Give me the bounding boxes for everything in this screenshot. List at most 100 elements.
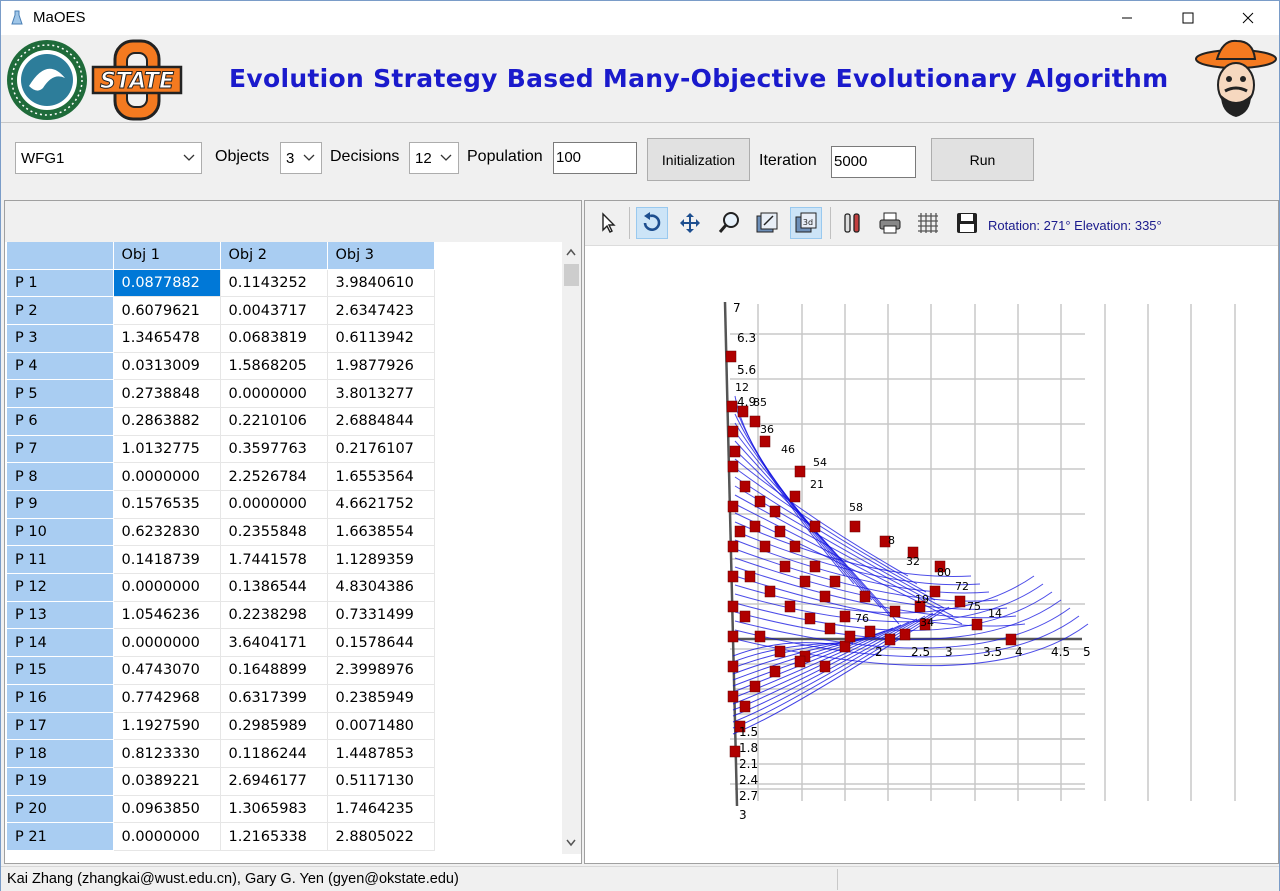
table-cell[interactable]: 1.5868205 [220, 352, 328, 381]
table-row[interactable]: P 21 0.0000000 1.2165338 2.8805022 [7, 822, 435, 851]
table-cell[interactable]: 0.7331499 [327, 601, 435, 630]
problem-select[interactable]: WFG1 [15, 142, 202, 174]
table-row[interactable]: P 19 0.0389221 2.6946177 0.5117130 [7, 767, 435, 796]
row-header[interactable]: P 17 [7, 712, 114, 741]
population-input[interactable]: 100 [553, 142, 637, 174]
table-row[interactable]: P 12 0.0000000 0.1386544 4.8304386 [7, 573, 435, 602]
initialization-button[interactable]: Initialization [647, 138, 750, 181]
table-cell[interactable]: 1.0546236 [113, 601, 221, 630]
table-row[interactable]: P 4 0.0313009 1.5868205 1.9877926 [7, 352, 435, 381]
table-cell[interactable]: 0.0071480 [327, 712, 435, 741]
row-header[interactable]: P 2 [7, 296, 114, 325]
row-header[interactable]: P 5 [7, 379, 114, 408]
select-tool-button[interactable] [592, 207, 624, 239]
table-cell[interactable]: 0.0000000 [113, 462, 221, 491]
table-row[interactable]: P 3 1.3465478 0.0683819 0.6113942 [7, 324, 435, 353]
table-cell[interactable]: 0.1418739 [113, 545, 221, 575]
table-cell[interactable]: 0.2985989 [220, 712, 328, 741]
row-header[interactable]: P 11 [7, 545, 114, 575]
table-cell[interactable]: 0.3597763 [220, 435, 328, 464]
table-cell[interactable]: 0.1143252 [220, 269, 328, 298]
table-cell[interactable]: 0.6113942 [327, 324, 435, 353]
grid-scrollbar[interactable] [562, 242, 581, 854]
row-header[interactable]: P 12 [7, 573, 114, 602]
table-cell[interactable]: 0.1648899 [220, 656, 328, 685]
row-header[interactable]: P 16 [7, 684, 114, 713]
table-cell[interactable]: 3.6404171 [220, 628, 328, 658]
table-cell[interactable]: 0.5117130 [327, 767, 435, 796]
row-header[interactable]: P 18 [7, 739, 114, 768]
title-bar[interactable]: MaOES [1, 1, 1279, 35]
table-cell[interactable]: 3.9840610 [327, 269, 435, 298]
table-cell[interactable]: 1.1289359 [327, 545, 435, 575]
row-header[interactable]: P 3 [7, 324, 114, 353]
table-row[interactable]: P 7 1.0132775 0.3597763 0.2176107 [7, 435, 435, 464]
table-cell[interactable]: 0.2738848 [113, 379, 221, 408]
run-button[interactable]: Run [931, 138, 1034, 181]
table-cell[interactable]: 1.6553564 [327, 462, 435, 491]
table-cell[interactable]: 1.3465478 [113, 324, 221, 353]
table-cell[interactable]: 2.6946177 [220, 767, 328, 796]
column-header[interactable]: Obj 2 [220, 242, 328, 270]
table-cell[interactable]: 0.2238298 [220, 601, 328, 630]
table-row[interactable]: P 16 0.7742968 0.6317399 0.2385949 [7, 684, 435, 713]
objectives-table[interactable]: Obj 1 Obj 2 Obj 3 P 1 0.0877882 0.1143252 3… [7, 242, 562, 854]
table-cell[interactable]: 0.4743070 [113, 656, 221, 685]
row-header[interactable]: P 21 [7, 822, 114, 851]
scroll-thumb[interactable] [564, 264, 579, 286]
table-cell[interactable]: 0.0000000 [113, 573, 221, 602]
table-cell[interactable]: 1.2165338 [220, 822, 328, 851]
table-cell[interactable]: 1.7441578 [220, 545, 328, 575]
table-cell[interactable]: 3.8013277 [327, 379, 435, 408]
table-cell[interactable]: 0.1386544 [220, 573, 328, 602]
scroll-up-icon[interactable] [566, 248, 576, 256]
row-header[interactable]: P 4 [7, 352, 114, 381]
table-cell[interactable]: 0.0000000 [113, 822, 221, 851]
table-cell[interactable]: 1.9877926 [327, 352, 435, 381]
view-2d-button[interactable] [751, 207, 783, 239]
table-cell[interactable]: 2.6884844 [327, 407, 435, 436]
row-header[interactable]: P 9 [7, 490, 114, 519]
table-cell[interactable]: 0.0000000 [113, 628, 221, 658]
row-header[interactable]: P 10 [7, 518, 114, 547]
objects-select[interactable]: 3 [280, 142, 322, 174]
rotate-tool-button[interactable] [636, 207, 668, 239]
decisions-select[interactable]: 12 [409, 142, 459, 174]
row-header[interactable]: P 19 [7, 767, 114, 796]
row-header[interactable]: P 7 [7, 435, 114, 464]
table-cell[interactable]: 0.7742968 [113, 684, 221, 713]
table-row[interactable]: P 1 0.0877882 0.1143252 3.9840610 [7, 269, 435, 298]
table-cell[interactable]: 0.2385949 [327, 684, 435, 713]
table-row[interactable]: P 2 0.6079621 0.0043717 2.6347423 [7, 296, 435, 325]
save-button[interactable] [951, 207, 983, 239]
row-header[interactable]: P 14 [7, 628, 114, 658]
table-row[interactable]: P 10 0.6232830 0.2355848 1.6638554 [7, 518, 435, 547]
table-cell[interactable]: 0.0389221 [113, 767, 221, 796]
table-cell[interactable]: 0.1576535 [113, 490, 221, 519]
table-row[interactable]: P 18 0.8123330 0.1186244 1.4487853 [7, 739, 435, 768]
table-cell[interactable]: 0.0963850 [113, 795, 221, 824]
table-row[interactable]: P 20 0.0963850 1.3065983 1.7464235 [7, 795, 435, 824]
table-cell[interactable]: 1.6638554 [327, 518, 435, 547]
pan-tool-button[interactable] [674, 207, 706, 239]
table-row[interactable]: P 14 0.0000000 3.6404171 0.1578644 [7, 628, 435, 658]
table-cell[interactable]: 1.0132775 [113, 435, 221, 464]
row-header[interactable]: P 15 [7, 656, 114, 685]
grid-toggle-button[interactable] [912, 207, 944, 239]
table-cell[interactable]: 2.2526784 [220, 462, 328, 491]
table-row[interactable]: P 17 1.1927590 0.2985989 0.0071480 [7, 712, 435, 741]
table-cell[interactable]: 2.3998976 [327, 656, 435, 685]
table-cell[interactable]: 4.8304386 [327, 573, 435, 602]
table-cell[interactable]: 0.1578644 [327, 628, 435, 658]
close-button[interactable] [1225, 1, 1271, 35]
table-cell[interactable]: 0.0877882 [113, 269, 221, 298]
table-row[interactable]: P 6 0.2863882 0.2210106 2.6884844 [7, 407, 435, 436]
table-row[interactable]: P 11 0.1418739 1.7441578 1.1289359 [7, 545, 435, 575]
maximize-button[interactable] [1165, 1, 1211, 35]
minimize-button[interactable] [1104, 1, 1150, 35]
row-header[interactable]: P 1 [7, 269, 114, 298]
row-header[interactable]: P 20 [7, 795, 114, 824]
row-header[interactable]: P 13 [7, 601, 114, 630]
table-cell[interactable]: 4.6621752 [327, 490, 435, 519]
table-cell[interactable]: 2.8805022 [327, 822, 435, 851]
